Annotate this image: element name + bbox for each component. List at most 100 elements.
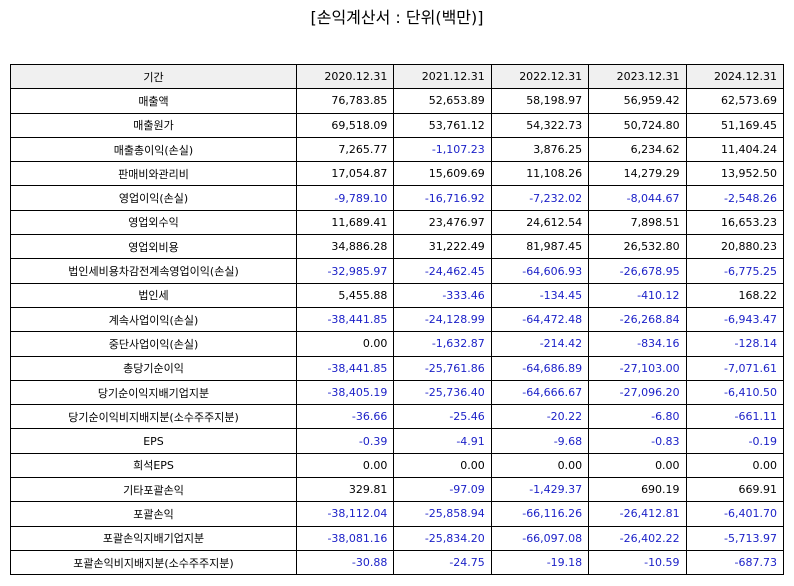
row-label: 포괄손익 [10,501,297,527]
value-cell: -66,116.26 [490,501,590,527]
value-cell: 5,455.88 [295,282,395,308]
value-cell: -10.59 [588,549,687,576]
value-cell: -25,858.94 [393,501,492,527]
row-label: EPS [10,428,297,454]
value-cell: -6,401.70 [685,501,785,527]
table-row: 계속사업이익(손실) -38,441.85 -24,128.99 -64,472.48… [10,306,785,333]
value-cell: -38,441.85 [295,306,395,333]
value-cell: -834.16 [588,331,687,357]
title: [손익계산서 : 단위(백만)] [310,8,484,27]
value-cell: -26,402.22 [588,525,687,551]
table-row: 매출액 76,783.85 52,653.89 58,198.97 56,959.42 6… [10,88,785,114]
value-cell: 690.19 [588,477,687,503]
row-label: 희석EPS [10,452,297,479]
value-cell: -32,985.97 [295,258,395,284]
value-cell: -19.18 [490,549,590,576]
value-cell: -25.46 [393,404,492,430]
value-cell: -27,096.20 [588,379,687,406]
value-cell: 34,886.28 [295,234,395,260]
value-cell: 17,054.87 [295,161,395,187]
value-cell: -2,548.26 [685,185,785,211]
value-cell: 16,653.23 [685,209,785,236]
value-cell: 168.22 [685,282,785,308]
value-cell: -128.14 [685,331,785,357]
value-cell: 81,987.45 [490,234,590,260]
value-cell: -661.11 [685,404,785,430]
value-cell: -38,441.85 [295,355,395,381]
header-cell: 2022.12.31 [490,63,590,90]
table-row: 법인세비용차감전계속영업이익(손실) -32,985.97 -24,462.45 -6… [10,258,785,284]
value-cell: -9.68 [490,428,590,454]
value-cell: 20,880.23 [685,234,785,260]
value-cell: -1,632.87 [393,331,492,357]
value-cell: -38,405.19 [295,379,395,406]
value-cell: -214.42 [490,331,590,357]
table-row: 총당기순이익 -38,441.85 -25,761.86 -64,686.89 -27,… [10,355,785,381]
value-cell: -8,044.67 [588,185,687,211]
value-cell: -26,678.95 [588,258,687,284]
value-cell: 62,573.69 [685,88,785,114]
value-cell: 0.00 [685,452,785,479]
value-cell: 52,653.89 [393,88,492,114]
table-row: 법인세 5,455.88 -333.46 -134.45 -410.12 168.22 [10,282,785,308]
value-cell: 13,952.50 [685,161,785,187]
value-cell: 58,198.97 [490,88,590,114]
value-cell: -687.73 [685,549,785,576]
value-cell: 669.91 [685,477,785,503]
value-cell: -0.83 [588,428,687,454]
value-cell: 7,265.77 [295,136,395,163]
header-cell: 2023.12.31 [588,63,687,90]
value-cell: -6,943.47 [685,306,785,333]
value-cell: 7,898.51 [588,209,687,236]
value-cell: -38,112.04 [295,501,395,527]
value-cell: 15,609.69 [393,161,492,187]
value-cell: 11,404.24 [685,136,785,163]
value-cell: 54,322.73 [490,112,590,138]
row-label: 영업외비용 [10,234,297,260]
value-cell: -7,071.61 [685,355,785,381]
row-label: 영업외수익 [10,209,297,236]
row-label: 기타포괄손익 [10,477,297,503]
value-cell: -26,412.81 [588,501,687,527]
row-label: 총당기순이익 [10,355,297,381]
table-header: 기간 2020.12.31 2021.12.31 2022.12.31 2023.12.… [10,63,785,90]
row-label: 법인세 [10,282,297,308]
value-cell: -6,410.50 [685,379,785,406]
value-cell: -6,775.25 [685,258,785,284]
value-cell: 76,783.85 [295,88,395,114]
value-cell: 6,234.62 [588,136,687,163]
row-label: 영업이익(손실) [10,185,297,211]
value-cell: 31,222.49 [393,234,492,260]
table-row: 기타포괄손익 329.81 -97.09 -1,429.37 690.19 669.91 [10,477,785,503]
table-row: EPS -0.39 -4.91 -9.68 -0.83 -0.19 [10,428,785,454]
value-cell: -7,232.02 [490,185,590,211]
value-cell: -6.80 [588,404,687,430]
row-label: 당기순이익비지배지분(소수주주지분) [10,404,297,430]
table-row: 포괄손익비지배지분(소수주주지분) -30.88 -24.75 -19.18 -10.5… [10,549,785,576]
value-cell: -5,713.97 [685,525,785,551]
value-cell: -27,103.00 [588,355,687,381]
value-cell: -66,097.08 [490,525,590,551]
value-cell: -134.45 [490,282,590,308]
value-cell: -64,686.89 [490,355,590,381]
header-row: 기간 2020.12.31 2021.12.31 2022.12.31 2023.12.… [10,63,785,90]
value-cell: -1,107.23 [393,136,492,163]
value-cell: 11,689.41 [295,209,395,236]
value-cell: -24,128.99 [393,306,492,333]
value-cell: -64,472.48 [490,306,590,333]
table-row: 매출원가 69,518.09 53,761.12 54,322.73 50,724.80… [10,112,785,138]
value-cell: -4.91 [393,428,492,454]
row-label: 포괄손익비지배지분(소수주주지분) [10,549,297,576]
row-label: 포괄손익지배기업지분 [10,525,297,551]
value-cell: 14,279.29 [588,161,687,187]
row-label: 매출총이익(손실) [10,136,297,163]
table-row: 포괄손익 -38,112.04 -25,858.94 -66,116.26 -26,41… [10,501,785,527]
value-cell: -30.88 [295,549,395,576]
value-cell: -0.19 [685,428,785,454]
table-row: 당기순이익지배기업지분 -38,405.19 -25,736.40 -64,666.6… [10,379,785,406]
table-row: 희석EPS 0.00 0.00 0.00 0.00 0.00 [10,452,785,479]
value-cell: 69,518.09 [295,112,395,138]
value-cell: -20.22 [490,404,590,430]
table-row: 포괄손익지배기업지분 -38,081.16 -25,834.20 -66,097.08… [10,525,785,551]
